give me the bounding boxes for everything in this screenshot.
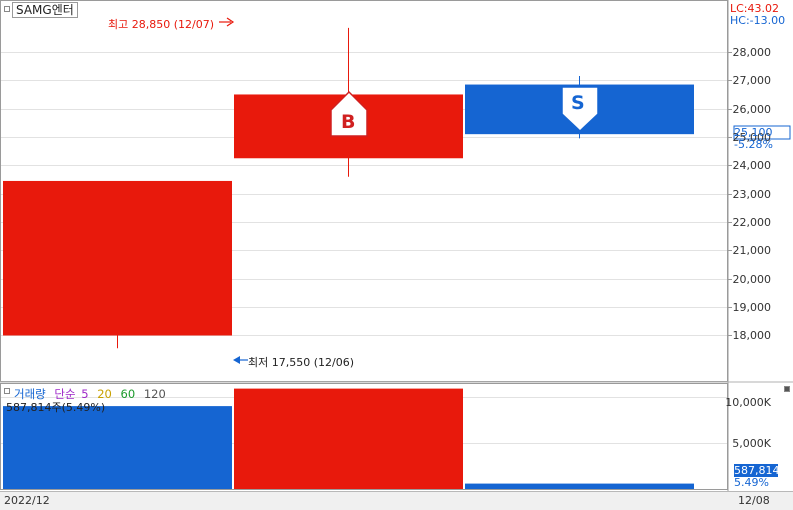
price-tick-label: 19,000 [732, 300, 772, 314]
volume-panel-close-icon[interactable] [784, 386, 790, 392]
period-label: 2022/12 [4, 494, 50, 507]
candles [3, 27, 694, 349]
volume-bar-12/08[interactable] [465, 483, 694, 489]
price-tick-label: 26,000 [732, 102, 772, 116]
price-tick-label: 23,000 [732, 187, 772, 201]
volume-tick-10000k: 10,000K [725, 396, 771, 409]
volume-legend: 거래량 단순 5 20 60 120 [14, 386, 171, 402]
buy-marker-label: B [341, 111, 356, 133]
low-label: 최저 17,550 (12/06) [248, 356, 355, 369]
volume-current-value: 587,814주(5.49%) [6, 401, 106, 414]
current-price-tag: 25,100 [734, 126, 773, 139]
price-tick-label: 22,000 [732, 215, 772, 229]
volume-current-tag-pct: 5.49% [734, 476, 769, 489]
price-tick-label: 28,000 [732, 45, 772, 59]
ma5-label: 5 [81, 387, 89, 401]
volume-tag-box [734, 464, 778, 477]
lc-label: LC:43.02 [730, 2, 780, 15]
volume-legend-title: 거래량 [14, 387, 46, 401]
price-tick-label: 18,000 [732, 328, 772, 342]
ma120-label: 120 [143, 387, 166, 401]
current-price-tag-box [733, 125, 791, 140]
price-tick-label: 25,000 [732, 130, 772, 144]
sell-marker-icon [561, 86, 599, 133]
high-label: 최고 28,850 (12/07) [108, 18, 215, 31]
ma20-label: 20 [97, 387, 112, 401]
time-axis: 2022/12 12/08 [0, 491, 793, 510]
volume-bar-12/06[interactable] [3, 406, 232, 489]
high-arrow-icon [219, 17, 235, 27]
volume-current-tag: 587,814 [734, 464, 780, 477]
last-date-label: 12/08 [738, 494, 770, 507]
sell-marker-label: S [571, 92, 585, 114]
candle-body-12/06[interactable] [3, 180, 232, 336]
volume-bars [3, 388, 694, 489]
ma60-label: 60 [120, 387, 136, 401]
price-tick-label: 24,000 [732, 158, 772, 172]
buy-marker-icon [330, 90, 368, 137]
price-tick-label: 20,000 [732, 272, 772, 286]
volume-tick-5000k: 5,000K [732, 437, 771, 450]
hc-label: HC:-13.00 [730, 14, 786, 27]
price-tick-label: 27,000 [732, 73, 772, 87]
symbol-label: SAMG엔터 [12, 2, 78, 18]
volume-panel-toggle-icon[interactable] [4, 388, 10, 394]
volume-bar-12/07[interactable] [234, 388, 463, 489]
price-tick-label: 21,000 [732, 243, 772, 257]
panel-toggle-icon[interactable] [4, 6, 10, 12]
current-change-tag: -5.28% [734, 138, 773, 151]
ma-type-label: 단순 [54, 387, 76, 401]
low-arrow-icon [233, 356, 248, 364]
